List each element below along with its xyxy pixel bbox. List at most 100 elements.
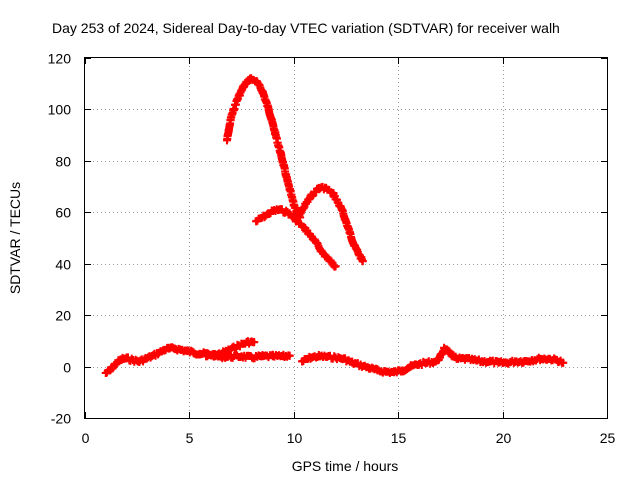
data-point (208, 351, 217, 359)
tick-labels: 0 5 10 15 20 25 -20 0 20 40 60 80 100 120 (48, 51, 616, 447)
data-point (544, 354, 553, 363)
data-point (147, 352, 156, 361)
data-point (252, 217, 261, 226)
data-point (331, 262, 340, 271)
data-point (283, 177, 292, 186)
data-point (252, 77, 261, 86)
y-tick-label: -20 (51, 411, 71, 427)
data-point (314, 352, 323, 361)
y-tick-label: 80 (55, 154, 71, 170)
data-point (271, 128, 280, 137)
data-point (258, 87, 267, 96)
data-point (129, 356, 138, 365)
chart-title: Day 253 of 2024, Sidereal Day-to-day VTE… (52, 20, 560, 36)
data-point (477, 357, 486, 366)
data-point (283, 208, 292, 217)
y-tick-label: 0 (63, 360, 71, 376)
y-tick-label: 20 (55, 308, 71, 324)
data-point (101, 369, 110, 377)
data-point (373, 366, 382, 375)
data-series (298, 343, 568, 377)
data-point (268, 352, 277, 361)
plot-frame (84, 57, 608, 419)
data-point (337, 205, 346, 214)
x-axis-label: GPS time / hours (292, 458, 399, 474)
data-point (306, 353, 315, 362)
data-point (268, 207, 277, 215)
data-point (559, 358, 568, 367)
data-point (135, 357, 144, 366)
data-point (275, 205, 284, 214)
data-point (233, 95, 242, 104)
x-tick-label: 10 (287, 430, 303, 446)
data-point (237, 352, 246, 361)
data-point (306, 192, 315, 201)
y-tick-label: 120 (48, 51, 72, 67)
data-point (406, 362, 415, 371)
data-point (423, 358, 432, 367)
data-point (302, 226, 311, 235)
data-point (202, 349, 211, 358)
x-tick-label: 0 (82, 430, 90, 446)
data-point (440, 344, 449, 353)
data-point (344, 223, 353, 232)
data-point (327, 258, 336, 267)
data-point (141, 354, 150, 363)
data-point (183, 347, 192, 356)
data-point (285, 351, 294, 360)
data-point (358, 257, 367, 266)
data-point (435, 353, 444, 362)
x-tick-label: 25 (600, 430, 616, 446)
data-point (398, 366, 407, 375)
data-point (258, 352, 267, 361)
data-point (260, 212, 269, 221)
data-point (227, 352, 236, 361)
data-point (339, 354, 348, 363)
data-point (519, 357, 528, 366)
data-point (431, 357, 440, 366)
data-point (154, 349, 163, 358)
data-point (321, 183, 330, 192)
data-point (511, 357, 520, 366)
data-point (469, 356, 478, 365)
data-point (264, 105, 273, 114)
data-point (452, 354, 461, 363)
data-point (245, 74, 254, 83)
data-point (486, 357, 495, 366)
data-point (494, 358, 503, 367)
data-series (101, 343, 294, 377)
data-point (390, 368, 399, 377)
data-point (350, 241, 359, 250)
y-tick-label: 100 (48, 102, 72, 118)
y-tick-label: 40 (55, 257, 71, 273)
data-point (502, 358, 511, 367)
data-point (160, 345, 169, 354)
data-point (323, 352, 332, 361)
data-point (415, 360, 424, 368)
data-series (252, 205, 340, 271)
data-point (364, 363, 373, 372)
data-point (239, 82, 248, 91)
data-point (319, 249, 328, 258)
data-point (356, 361, 365, 370)
data-point (170, 344, 179, 353)
x-tick-label: 20 (496, 430, 512, 446)
data-point (222, 136, 231, 145)
x-tick-label: 15 (391, 430, 407, 446)
grid-lines (85, 58, 607, 418)
data-point (446, 349, 455, 358)
y-axis-label: SDTVAR / TECUs (7, 182, 23, 294)
data-point (106, 366, 115, 375)
data-point (348, 358, 357, 367)
data-point (227, 113, 236, 122)
data-point (233, 342, 242, 350)
data-point (110, 361, 119, 370)
data-points (101, 74, 568, 377)
data-point (291, 216, 300, 224)
data-series (222, 74, 305, 222)
data-point (331, 353, 340, 362)
data-point (277, 151, 286, 160)
x-tick-label: 5 (186, 430, 194, 446)
